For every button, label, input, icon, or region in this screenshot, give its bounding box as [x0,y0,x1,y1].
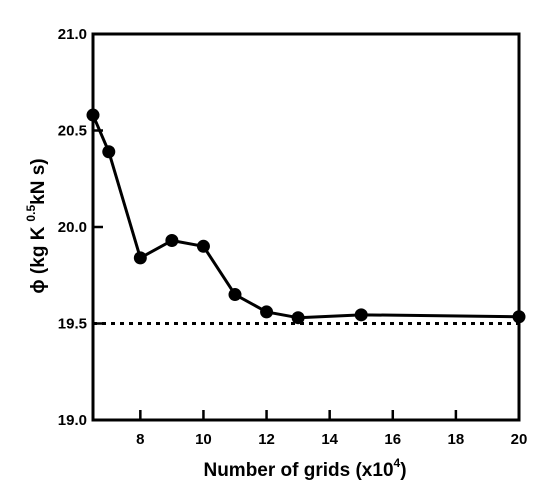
x-tick-label: 16 [384,431,401,448]
y-tick-label: 20.5 [58,123,87,140]
data-point [133,251,147,265]
y-tick-label: 19.5 [58,316,87,333]
x-axis-title: Number of grids (x104) [203,456,406,481]
y-axis-title-sup: 0.5 [24,205,38,222]
ticks-layer: 8 10 12 14 16 18 20 19.0 19.5 20.0 20.5 21.0 [58,26,528,448]
series-line [91,114,520,320]
x-tick-label: 8 [136,431,144,448]
x-axis-title-end: ) [400,460,406,481]
x-tick-label: 10 [195,431,212,448]
data-point [196,239,210,253]
y-tick-label: 19.0 [58,412,87,429]
data-point [354,308,368,322]
data-point [291,311,305,325]
y-axis-title-part2: kN s) [28,158,49,204]
x-axis-title-sup: 4 [394,456,401,470]
x-tick-label: 12 [258,431,275,448]
data-point [260,305,274,319]
plot-frame [91,32,521,422]
y-tick-label: 20.0 [58,219,87,236]
data-point [228,288,242,302]
y-axis-title-part1: ϕ (kg K [28,226,49,293]
y-axis-title: ϕ (kg K 0.5kN s) [24,158,49,293]
data-point [165,234,179,248]
x-tick-label: 14 [321,431,338,448]
x-tick-label: 20 [511,431,528,448]
data-point [102,145,116,159]
x-tick-label: 18 [448,431,465,448]
x-axis-title-main: Number of grids (x10 [203,460,393,481]
y-tick-label: 21.0 [58,26,87,43]
points-layer [86,108,526,325]
